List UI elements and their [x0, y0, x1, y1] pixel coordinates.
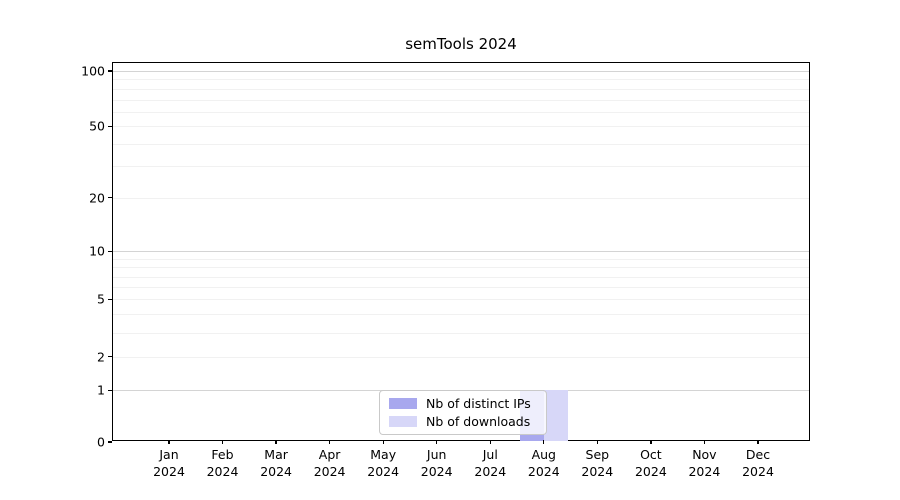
minor-gridline — [113, 166, 809, 168]
minor-gridline — [113, 111, 809, 113]
chart-title: semTools 2024 — [405, 35, 517, 53]
x-tick-label: Mar 2024 — [260, 447, 292, 479]
legend-label-downloads: Nb of downloads — [426, 414, 531, 429]
x-tick-label: May 2024 — [367, 447, 400, 479]
minor-gridline — [113, 88, 809, 90]
x-tick-label: Jan 2024 — [153, 447, 185, 479]
minor-gridline — [113, 79, 809, 81]
y-tick — [107, 197, 112, 199]
major-gridline — [113, 251, 809, 253]
bar-downloads — [544, 390, 568, 441]
y-tick-label: 100 — [81, 63, 105, 79]
y-tick — [107, 250, 112, 252]
legend-item-distinct-ips: Nb of distinct IPs — [389, 396, 537, 411]
x-tick — [328, 440, 331, 444]
minor-gridline — [113, 287, 809, 289]
x-tick-label: Feb 2024 — [206, 447, 239, 479]
x-tick-label: Nov 2024 — [688, 447, 721, 479]
x-tick-label: Dec 2024 — [742, 447, 774, 479]
minor-gridline — [113, 314, 809, 316]
plot-area: 100 50 20 10 5 2 1 0 Jan 2024 Feb 2024 Mar 2024 Apr 202… — [81, 62, 810, 479]
x-tick — [703, 440, 706, 444]
minor-gridline — [113, 126, 809, 128]
legend: Nb of distinct IPs Nb of downloads — [379, 390, 547, 435]
y-tick-label: 5 — [97, 291, 105, 307]
y-tick-label: 50 — [89, 118, 105, 134]
minor-gridline — [113, 276, 809, 278]
legend-label-distinct-ips: Nb of distinct IPs — [426, 396, 531, 411]
x-tick — [596, 440, 598, 444]
y-tick-label: 1 — [97, 382, 105, 398]
x-tick — [275, 440, 277, 444]
x-tick-label: Sep 2024 — [581, 447, 614, 479]
x-tick-label: Jun 2024 — [420, 447, 453, 479]
y-tick — [107, 298, 112, 300]
y-tick-label: 20 — [89, 190, 105, 206]
minor-gridline — [113, 99, 809, 101]
x-tick-label: Oct 2024 — [634, 447, 667, 479]
x-tick — [543, 440, 545, 444]
y-tick-label: 0 — [97, 434, 105, 450]
y-tick — [107, 125, 112, 127]
y-tick — [107, 70, 112, 72]
major-gridline — [113, 71, 809, 72]
x-tick — [757, 440, 759, 444]
x-tick — [168, 440, 170, 444]
y-tick — [107, 389, 112, 391]
x-tick-label: Apr 2024 — [313, 447, 346, 479]
legend-item-downloads: Nb of downloads — [389, 414, 537, 429]
legend-swatch-distinct-ips-icon — [389, 398, 417, 409]
x-tick-label: Aug 2024 — [527, 447, 560, 479]
legend-swatch-downloads-icon — [389, 416, 417, 427]
minor-gridline — [113, 332, 809, 334]
y-tick-label: 10 — [89, 243, 105, 259]
x-tick — [650, 440, 652, 444]
x-tick — [489, 440, 491, 444]
y-tick — [107, 441, 112, 443]
x-tick — [382, 440, 384, 444]
y-tick-label: 2 — [97, 349, 105, 365]
x-tick — [221, 440, 224, 444]
minor-gridline — [113, 143, 809, 145]
minor-gridline — [113, 258, 809, 260]
x-tick — [436, 440, 438, 444]
x-tick-label: Jul 2024 — [474, 447, 507, 479]
minor-gridline — [113, 356, 809, 358]
minor-gridline — [113, 299, 809, 301]
y-tick — [107, 356, 112, 358]
minor-gridline — [113, 197, 809, 199]
minor-gridline — [113, 267, 809, 269]
